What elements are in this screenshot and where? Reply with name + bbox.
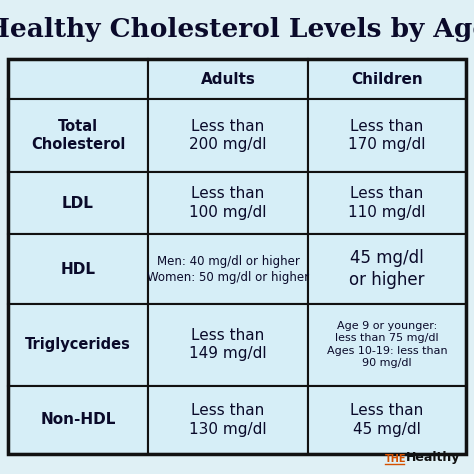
Text: Non-HDL: Non-HDL [40, 412, 116, 427]
Bar [8, 59, 148, 100]
Text: Less than
130 mg/dl: Less than 130 mg/dl [189, 403, 267, 437]
Text: Children: Children [351, 72, 423, 87]
Text: THE: THE [385, 454, 407, 464]
Text: Triglycerides: Triglycerides [25, 337, 131, 352]
Bar [308, 385, 466, 454]
Bar [148, 59, 308, 100]
Bar [308, 100, 466, 172]
Bar [308, 304, 466, 385]
Text: Age 9 or younger:
less than 75 mg/dl
Ages 10-19: less than
90 mg/dl: Age 9 or younger: less than 75 mg/dl Age… [327, 321, 447, 368]
Bar [148, 100, 308, 172]
Text: Less than
200 mg/dl: Less than 200 mg/dl [189, 119, 267, 153]
Text: Healthy: Healthy [406, 451, 460, 464]
Bar [148, 385, 308, 454]
Bar [8, 59, 466, 454]
Bar [8, 385, 148, 454]
Bar [148, 304, 308, 385]
Text: HDL: HDL [61, 262, 95, 276]
Text: Less than
170 mg/dl: Less than 170 mg/dl [348, 119, 426, 153]
Text: 45 mg/dl
or higher: 45 mg/dl or higher [349, 249, 425, 289]
Text: Less than
100 mg/dl: Less than 100 mg/dl [189, 186, 267, 220]
Bar [8, 100, 148, 172]
Bar [308, 234, 466, 304]
Text: Adults: Adults [201, 72, 255, 87]
Bar [8, 304, 148, 385]
Text: Total
Cholesterol: Total Cholesterol [31, 119, 125, 153]
Text: Men: 40 mg/dl or higher
Women: 50 mg/dl or higher: Men: 40 mg/dl or higher Women: 50 mg/dl … [147, 255, 309, 283]
Bar [8, 234, 148, 304]
Text: LDL: LDL [62, 196, 94, 210]
Bar [308, 172, 466, 234]
Text: Less than
45 mg/dl: Less than 45 mg/dl [350, 403, 424, 437]
Bar [308, 59, 466, 100]
Bar [8, 172, 148, 234]
Text: Less than
149 mg/dl: Less than 149 mg/dl [189, 328, 267, 362]
Text: Less than
110 mg/dl: Less than 110 mg/dl [348, 186, 426, 220]
Bar [148, 234, 308, 304]
Bar [148, 172, 308, 234]
Text: Healthy Cholesterol Levels by Age: Healthy Cholesterol Levels by Age [0, 17, 474, 42]
